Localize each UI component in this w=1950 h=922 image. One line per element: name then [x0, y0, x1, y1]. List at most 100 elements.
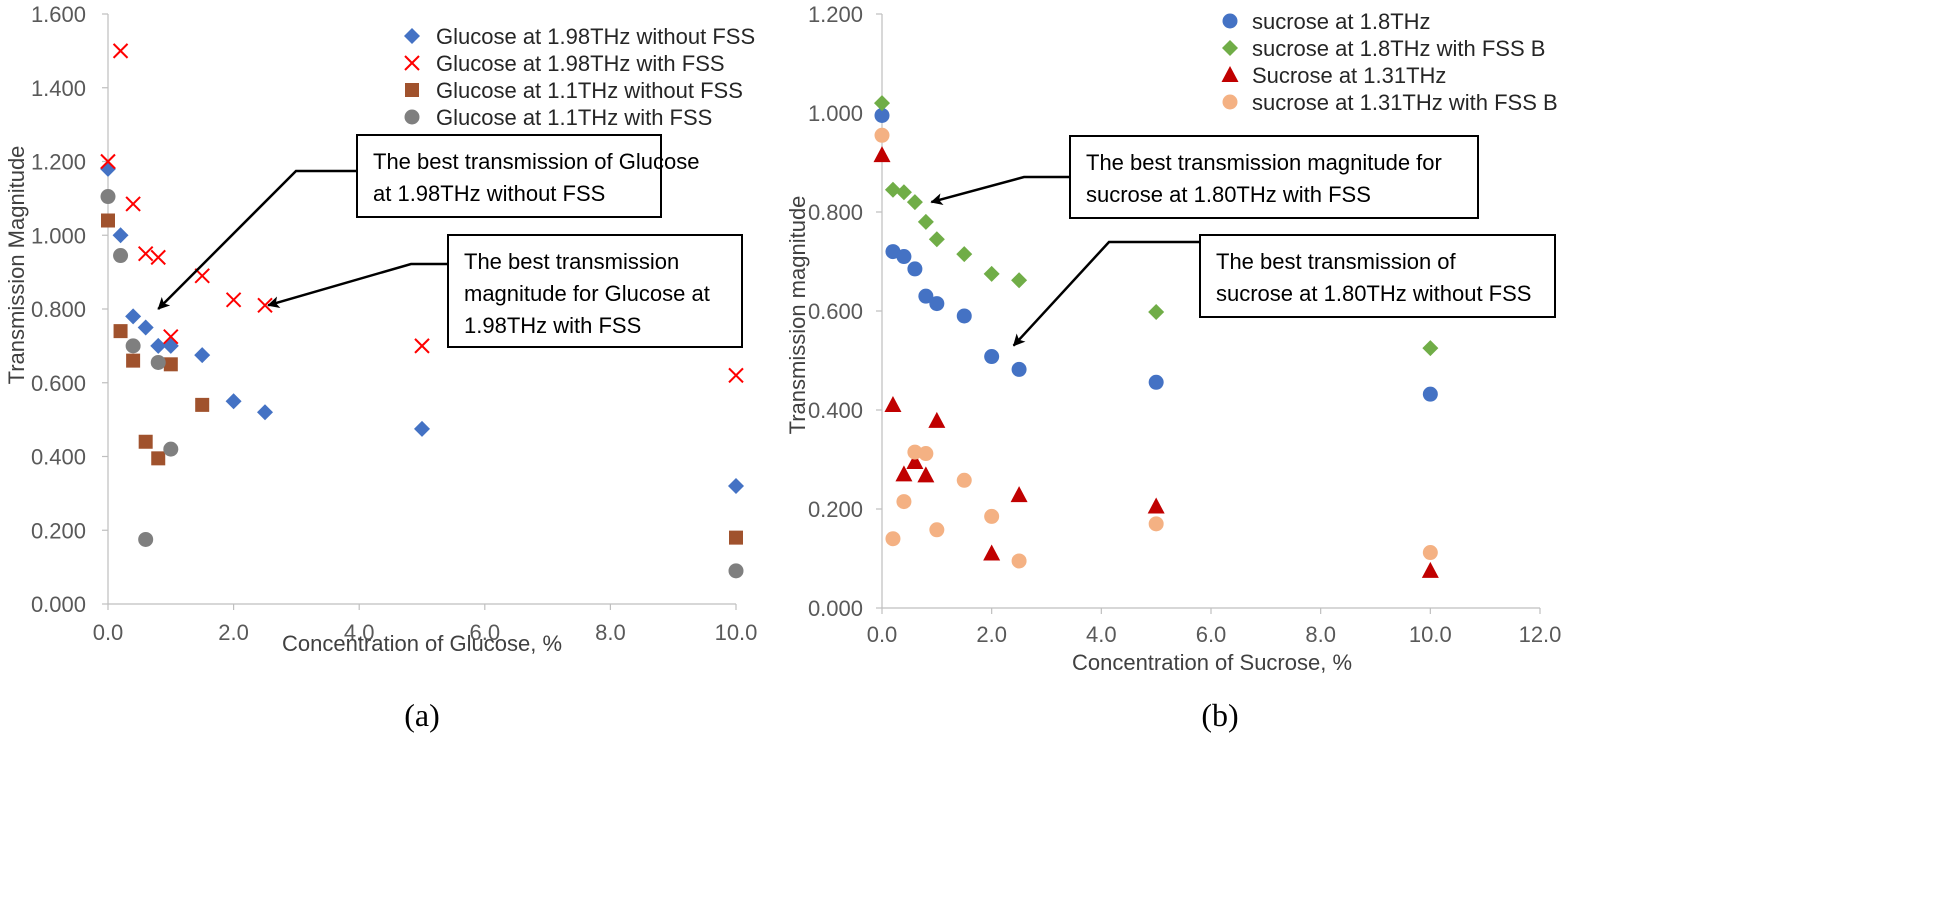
data-point	[907, 261, 923, 277]
data-point	[112, 43, 129, 59]
data-point	[728, 563, 744, 579]
annotation-arrow	[157, 169, 357, 310]
annotation-text: 1.98THz with FSS	[464, 313, 641, 338]
data-point	[918, 446, 934, 462]
legend-entry: sucrose at 1.31THz with FSS B	[1222, 90, 1558, 115]
x-tick-label: 4.0	[1086, 622, 1117, 647]
legend-entry: sucrose at 1.8THz with FSS B	[1222, 36, 1545, 61]
data-point	[728, 478, 744, 494]
data-point	[956, 472, 972, 488]
y-tick-label: 0.000	[31, 592, 86, 617]
data-point	[1148, 303, 1165, 320]
x-tick-label: 2.0	[976, 622, 1007, 647]
data-point	[956, 246, 973, 263]
series-2	[874, 95, 1439, 357]
legend-label: Glucose at 1.1THz without FSS	[436, 78, 743, 103]
chart-panel-b: 0.0 2.0 4.0 6.0 8.0 10.0 12.0 0.000 0.200 0.400 0.…	[785, 2, 1561, 733]
data-point	[194, 347, 211, 364]
annotation-arrow	[930, 175, 1070, 206]
data-point	[1147, 497, 1165, 514]
annotation-callout: The best transmission magnitude for sucro…	[930, 135, 1479, 219]
y-tick-label: 0.200	[808, 497, 863, 522]
series-3	[873, 146, 1439, 578]
data-point	[885, 531, 901, 547]
x-axis-title: Concentration of Sucrose, %	[1072, 650, 1352, 675]
x-tick-label: 6.0	[470, 620, 501, 645]
data-point	[163, 357, 178, 372]
data-point	[113, 324, 128, 339]
x-tick-label: 6.0	[1196, 622, 1227, 647]
y-tick-label: 0.400	[31, 445, 86, 470]
data-point	[1422, 545, 1438, 561]
data-point	[414, 420, 430, 437]
x-tick-label: 12.0	[1519, 622, 1562, 647]
series-2	[100, 43, 744, 384]
data-point	[928, 411, 946, 428]
legend-label: Glucose at 1.98THz with FSS	[436, 51, 725, 76]
series-3	[101, 213, 743, 545]
x-tick-label: 0.0	[93, 620, 124, 645]
legend-label: sucrose at 1.8THz with FSS B	[1252, 36, 1545, 61]
legend-marker	[1222, 94, 1238, 110]
data-point	[874, 95, 890, 112]
x-axis-title: Concentration of Glucose, %	[282, 631, 562, 656]
data-point	[884, 396, 902, 413]
data-point	[138, 531, 154, 547]
data-point	[163, 441, 179, 457]
data-point	[1421, 561, 1439, 578]
data-point	[728, 367, 744, 384]
data-point	[906, 194, 923, 211]
data-point	[137, 319, 154, 336]
legend-label: sucrose at 1.31THz with FSS B	[1252, 90, 1558, 115]
data-point	[874, 127, 890, 143]
legend-label: Glucose at 1.1THz with FSS	[436, 105, 712, 130]
legend-label: sucrose at 1.8THz	[1252, 9, 1431, 34]
legend-marker	[1222, 40, 1238, 56]
legend-label: Glucose at 1.98THz without FSS	[436, 24, 755, 49]
data-point	[100, 160, 116, 177]
data-point	[906, 452, 924, 469]
data-point	[956, 308, 972, 324]
data-point	[1011, 272, 1028, 289]
data-point	[1422, 340, 1439, 357]
legend-marker	[404, 28, 420, 44]
legend-marker	[404, 55, 420, 71]
data-point	[112, 227, 129, 244]
data-point	[929, 296, 945, 312]
x-tick-label: 10.0	[1409, 622, 1452, 647]
y-tick-label: 0.000	[808, 596, 863, 621]
data-point	[126, 353, 141, 368]
data-point	[414, 338, 430, 354]
data-point	[984, 508, 1000, 524]
y-axis-title: Transmission magnitude	[785, 196, 810, 435]
annotation-text: The best transmission magnitude for	[1086, 150, 1442, 175]
data-point	[113, 248, 129, 264]
data-point	[1011, 553, 1027, 569]
y-tick-label: 1.200	[808, 2, 863, 27]
data-point	[151, 451, 166, 466]
annotation-text: The best transmission of Glucose	[373, 149, 699, 174]
x-tick-label: 0.0	[867, 622, 898, 647]
legend-marker	[1221, 66, 1239, 82]
legend-entry: Glucose at 1.1THz with FSS	[404, 105, 712, 130]
data-point	[150, 249, 166, 266]
data-point	[125, 196, 141, 212]
data-point	[100, 153, 116, 170]
annotation-text: The best transmission of	[1216, 249, 1457, 274]
y-tick-label: 0.400	[808, 398, 863, 423]
legend-entry: Sucrose at 1.31THz	[1221, 63, 1446, 88]
data-point	[896, 494, 912, 510]
annotation-text: at 1.98THz without FSS	[373, 181, 605, 206]
data-point	[895, 465, 913, 482]
data-point	[163, 328, 179, 345]
annotation-box	[447, 234, 743, 348]
annotation-callout: The best transmission of Glucose at 1.98T…	[157, 134, 699, 310]
legend-entry: Glucose at 1.98THz without FSS	[404, 24, 755, 49]
data-point	[125, 308, 142, 325]
x-tick-label: 10.0	[715, 620, 758, 645]
data-point	[884, 181, 901, 198]
y-tick-label: 1.000	[808, 101, 863, 126]
data-point	[150, 337, 167, 354]
